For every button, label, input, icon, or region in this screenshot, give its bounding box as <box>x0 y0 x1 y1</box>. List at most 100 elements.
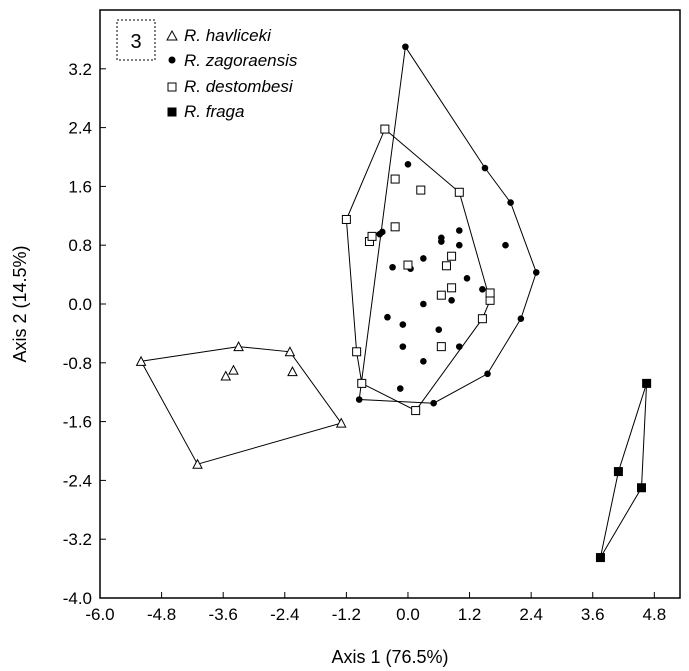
x-tick-label: -1.2 <box>332 605 361 624</box>
y-tick-label: -0.8 <box>63 354 92 373</box>
data-point <box>455 227 463 234</box>
y-tick-label: -4.0 <box>63 589 92 608</box>
x-axis-title: Axis 1 (76.5%) <box>331 647 448 667</box>
x-tick-label: 0.0 <box>396 605 420 624</box>
x-tick-label: -4.8 <box>147 605 176 624</box>
data-point <box>135 355 147 366</box>
y-tick-label: -1.6 <box>63 413 92 432</box>
legend-item: R. havliceki <box>166 26 272 45</box>
data-point <box>380 124 390 134</box>
hull-layer <box>140 45 648 558</box>
data-point <box>441 261 451 271</box>
hull-polygon <box>345 128 491 412</box>
x-tick-label: -3.6 <box>209 605 238 624</box>
legend-label: R. fraga <box>184 102 244 121</box>
legend-item: R. fraga <box>167 102 244 121</box>
data-point <box>404 161 412 168</box>
data-point <box>389 263 396 271</box>
data-point <box>420 358 427 365</box>
data-point <box>637 483 647 493</box>
hull-polygon <box>140 346 343 465</box>
legend-marker-filled-square <box>167 107 177 117</box>
data-point <box>502 241 509 249</box>
data-point <box>233 341 244 352</box>
data-point <box>355 396 363 403</box>
data-point <box>420 255 427 262</box>
data-point <box>532 269 540 276</box>
data-point <box>507 199 514 206</box>
data-point <box>436 290 446 300</box>
data-point <box>403 260 413 270</box>
tick-layer: -6.0 -4.8 -3.6 -2.4 -1.2 0.0 1.2 2.4 3.6 4.8 3.2 2.… <box>63 60 666 624</box>
data-point <box>420 300 427 308</box>
y-tick-label: 2.4 <box>68 119 92 138</box>
data-point <box>357 378 367 388</box>
panel-label: 3 <box>130 31 141 53</box>
data-point <box>455 343 463 350</box>
data-point <box>455 241 463 249</box>
data-point <box>284 346 296 357</box>
y-tick-label: -3.2 <box>63 530 92 549</box>
hull-polygon <box>599 383 648 558</box>
data-point <box>341 214 351 224</box>
x-tick-label: 4.8 <box>643 605 667 624</box>
data-point <box>435 326 443 334</box>
data-point <box>454 187 464 197</box>
data-point <box>399 321 407 328</box>
data-point <box>463 274 471 282</box>
plot-frame <box>99 9 681 599</box>
data-point <box>447 283 457 293</box>
hull-polygon <box>358 45 537 404</box>
legend-marker-filled-circle <box>168 56 176 64</box>
y-axis-title: Axis 2 (14.5%) <box>10 245 30 362</box>
data-point <box>379 228 386 236</box>
legend-label: R. zagoraensis <box>184 51 298 70</box>
legend: R. havliceki R. zagoraensis R. destombes… <box>166 26 298 121</box>
data-point <box>402 43 409 51</box>
data-point <box>430 399 437 407</box>
x-tick-label: -6.0 <box>85 605 114 624</box>
data-point <box>642 378 652 388</box>
legend-item: R. zagoraensis <box>168 51 298 70</box>
data-point <box>613 467 623 477</box>
data-point <box>390 222 400 232</box>
data-point <box>390 174 400 184</box>
panel-label-border <box>116 19 156 61</box>
data-point <box>447 251 457 261</box>
data-point <box>384 313 391 321</box>
x-tick-label: -2.4 <box>270 605 299 624</box>
data-point <box>595 553 605 563</box>
data-point <box>287 366 298 377</box>
point-layer <box>135 43 652 563</box>
data-point <box>352 347 362 357</box>
data-point <box>220 370 232 381</box>
data-point <box>448 297 455 304</box>
y-tick-label: 0.0 <box>68 295 92 314</box>
y-tick-label: 0.8 <box>68 236 92 255</box>
data-point <box>477 314 487 324</box>
data-point <box>416 185 426 195</box>
x-tick-label: 2.4 <box>519 605 543 624</box>
legend-marker-open-square <box>167 82 177 92</box>
data-point <box>396 385 404 392</box>
data-point <box>335 417 347 428</box>
data-point <box>192 458 203 469</box>
data-point <box>367 231 377 241</box>
y-tick-label: 3.2 <box>68 60 92 79</box>
legend-item: R. destombesi <box>167 77 294 96</box>
data-point <box>484 370 491 378</box>
data-point <box>485 295 495 305</box>
data-point <box>481 164 489 172</box>
legend-label: R. destombesi <box>184 77 294 96</box>
y-tick-label: -2.4 <box>63 471 92 490</box>
legend-marker-open-triangle <box>166 29 178 41</box>
data-point <box>517 315 525 323</box>
data-point <box>479 286 486 293</box>
data-point <box>228 364 239 375</box>
legend-label: R. havliceki <box>184 26 272 45</box>
data-point <box>438 238 445 245</box>
data-point <box>399 343 407 350</box>
panel-label-box: 3 <box>116 19 156 61</box>
x-tick-label: 1.2 <box>458 605 482 624</box>
